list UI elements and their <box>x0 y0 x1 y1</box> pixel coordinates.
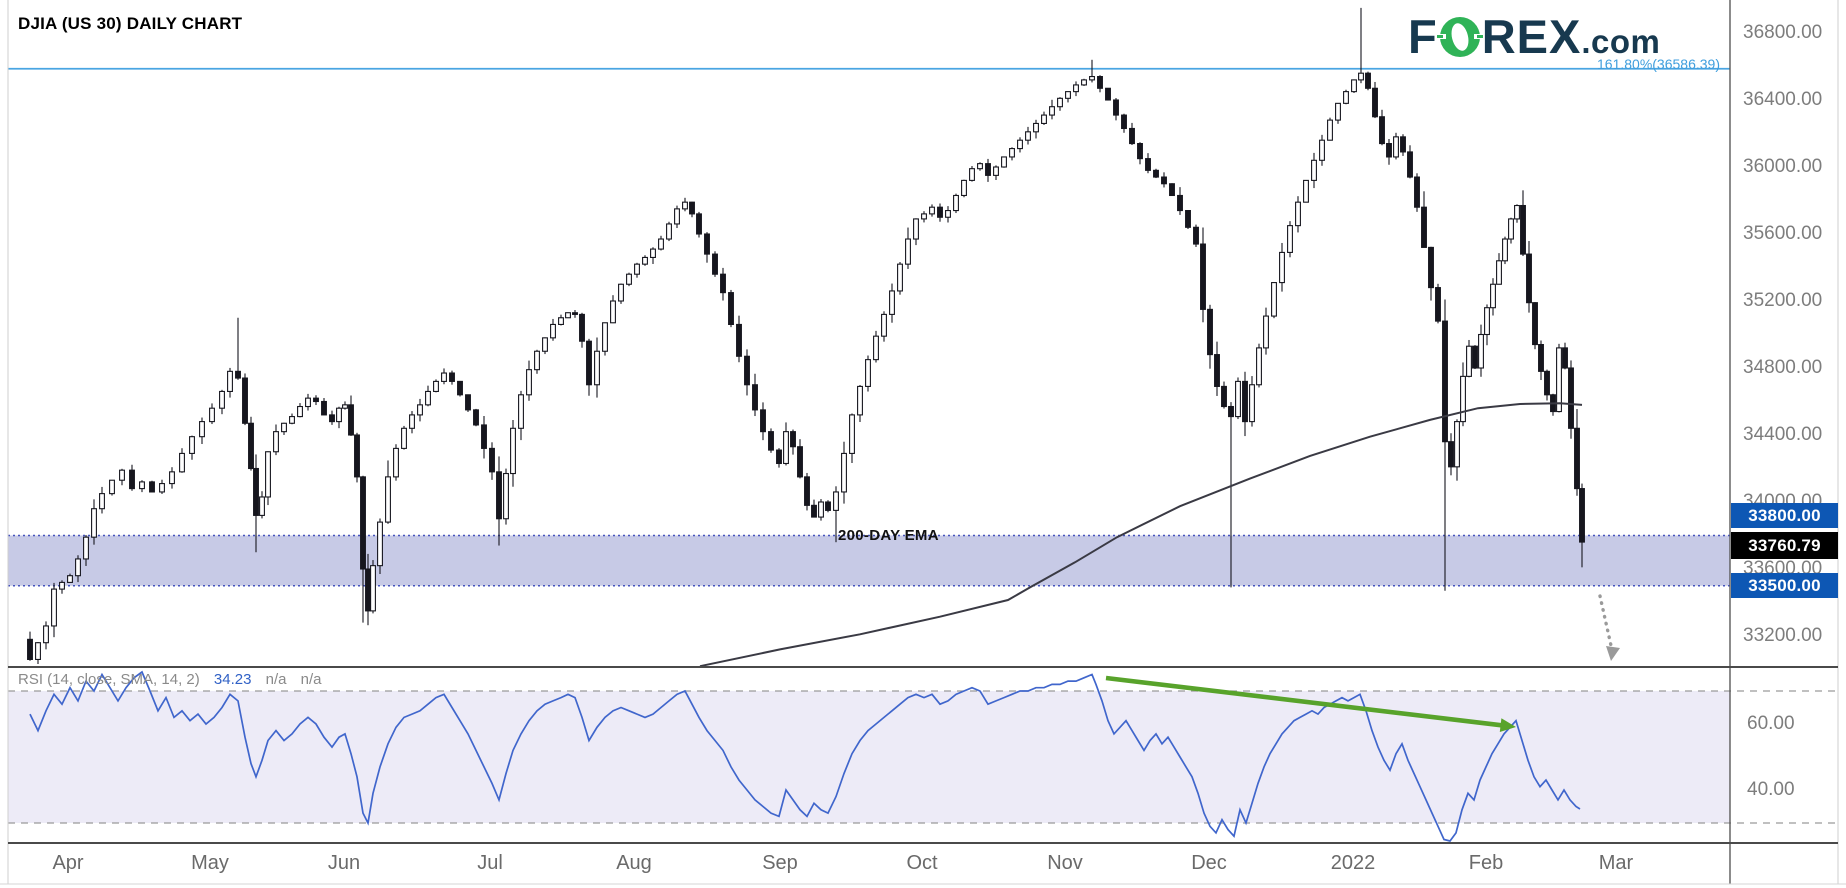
candlesticks <box>27 7 1585 664</box>
rsi-tick-label: 60.00 <box>1747 713 1795 734</box>
price-tick-label: 36000.00 <box>1743 156 1823 177</box>
ema-200-label: 200-DAY EMA <box>838 527 939 544</box>
price-tick-label: 36400.00 <box>1743 89 1823 110</box>
month-label: Nov <box>1047 852 1083 874</box>
fib-extension-label: 161.80%(36586.39) <box>1597 56 1720 72</box>
month-label: 2022 <box>1330 852 1376 874</box>
forex-com-logo: F REX .com <box>1408 6 1660 63</box>
logo-letter-f: F <box>1408 10 1438 63</box>
logo-dot-com: .com <box>1581 23 1661 60</box>
month-label: Feb <box>1468 852 1504 874</box>
month-label: Jun <box>327 852 361 874</box>
rsi-legend-name: RSI (14, close, SMA, 14, 2) <box>18 671 200 688</box>
price-tick-label: 35200.00 <box>1743 290 1823 311</box>
rsi-legend-value: 34.23 <box>213 671 252 688</box>
month-label: May <box>191 852 229 874</box>
month-label: Apr <box>52 852 84 874</box>
month-label: Mar <box>1598 852 1634 874</box>
logo-green-zero-icon <box>1435 12 1484 64</box>
price-badge-resistance: 33800.00 <box>1731 503 1838 528</box>
gray-arrow-head <box>1606 646 1620 661</box>
ema-line <box>699 402 1583 668</box>
price-tick-label: 34800.00 <box>1743 357 1823 378</box>
price-tick-label: 33200.00 <box>1743 625 1823 646</box>
rsi-line <box>29 670 1581 842</box>
month-label: Oct <box>906 852 938 874</box>
month-label: Aug <box>616 852 652 874</box>
rsi-legend: RSI (14, close, SMA, 14, 2) 34.23 n/a n/… <box>18 671 322 688</box>
rsi-legend-na1: n/a <box>265 671 287 688</box>
page-title: DJIA (US 30) DAILY CHART <box>18 14 243 33</box>
rsi-tick-label: 40.00 <box>1747 779 1795 800</box>
price-badge-last-price: 33760.79 <box>1731 532 1838 559</box>
month-label: Jul <box>477 852 503 874</box>
rsi-legend-na2: n/a <box>300 671 322 688</box>
logo-letters-rex: REX <box>1481 10 1582 63</box>
green-arrow-head <box>1499 718 1516 732</box>
month-label: Dec <box>1191 852 1227 874</box>
price-badge-support: 33500.00 <box>1731 573 1838 598</box>
price-tick-label: 36800.00 <box>1743 22 1823 43</box>
price-tick-label: 35600.00 <box>1743 223 1823 244</box>
price-tick-label: 34400.00 <box>1743 424 1823 445</box>
month-label: Sep <box>762 852 798 874</box>
